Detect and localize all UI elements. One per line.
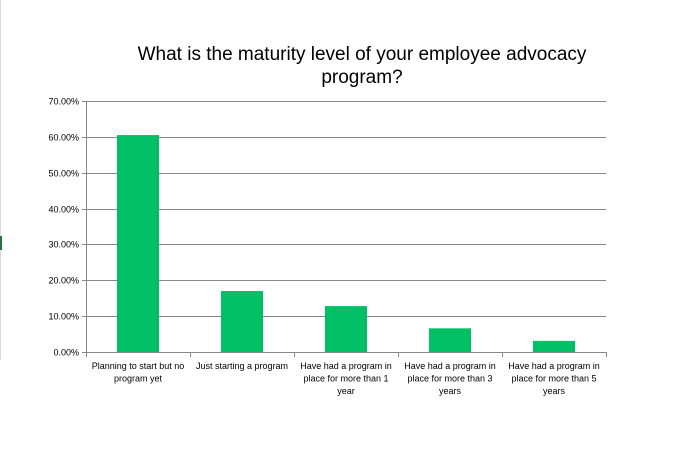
window-edge-line (0, 0, 1, 360)
y-tick-label: 30.00% (48, 240, 79, 250)
y-tick-label: 60.00% (48, 133, 79, 143)
x-category-label: Have had a program in place for more than… (508, 361, 600, 396)
y-tick-label: 40.00% (48, 205, 79, 215)
y-tick-label: 70.00% (48, 97, 79, 107)
chart-title: What is the maturity level of your emplo… (137, 44, 587, 88)
bar (117, 135, 159, 352)
window-edge-mark (0, 236, 2, 250)
y-tick-label: 50.00% (48, 169, 79, 179)
x-category-label: Planning to start but no program yet (92, 361, 185, 384)
bar (533, 340, 575, 352)
x-category-label: Have had a program in place for more than… (404, 361, 496, 396)
x-category-label: Just starting a program (196, 361, 288, 371)
bar (221, 291, 263, 352)
x-category-label: Have had a program in place for more than… (300, 361, 392, 396)
y-tick-label: 10.00% (48, 312, 79, 322)
bar (429, 328, 471, 352)
bar (325, 306, 367, 352)
y-tick-label: 20.00% (48, 276, 79, 286)
y-tick-label: 0.00% (53, 348, 79, 358)
